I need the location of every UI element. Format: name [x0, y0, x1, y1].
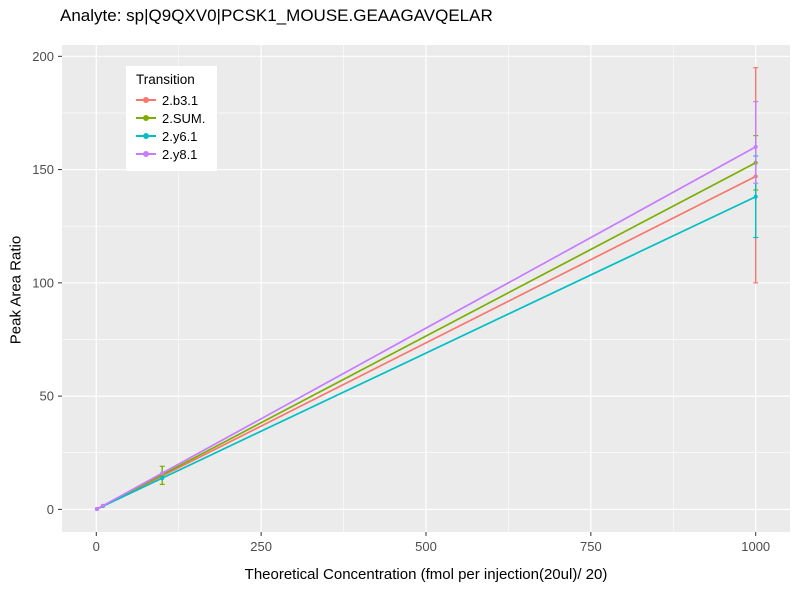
legend-item: 2.y6.1 [136, 127, 205, 145]
svg-text:250: 250 [250, 539, 272, 554]
svg-text:100: 100 [32, 275, 54, 290]
chart-title: Analyte: sp|Q9QXV0|PCSK1_MOUSE.GEAAGAVQE… [60, 6, 493, 25]
svg-text:500: 500 [415, 539, 437, 554]
legend: Transition 2.b3.1 2.SUM. 2.y6.1 2.y8.1 [126, 66, 218, 171]
legend-title: Transition [136, 72, 195, 87]
svg-text:150: 150 [32, 162, 54, 177]
svg-text:0: 0 [93, 539, 100, 554]
x-axis-label: Theoretical Concentration (fmol per inje… [244, 566, 608, 583]
legend-key-line-icon [136, 146, 156, 162]
legend-item: 2.y8.1 [136, 145, 205, 163]
svg-text:0: 0 [47, 502, 54, 517]
legend-item: 2.SUM. [136, 109, 205, 127]
axis-ticks: 0 250 500 750 1000 0 50 100 150 200 [32, 49, 770, 554]
legend-item: 2.b3.1 [136, 91, 205, 109]
legend-key-line-icon [136, 92, 156, 108]
svg-text:750: 750 [580, 539, 602, 554]
legend-key-line-icon [136, 110, 156, 126]
svg-text:1000: 1000 [741, 539, 770, 554]
legend-label: 2.y6.1 [162, 128, 198, 144]
legend-label: 2.SUM. [162, 110, 206, 126]
gridlines [62, 45, 790, 532]
legend-key-line-icon [136, 128, 156, 144]
legend-label: 2.b3.1 [162, 92, 199, 108]
legend-label: 2.y8.1 [162, 146, 198, 162]
svg-text:50: 50 [40, 389, 54, 404]
series-2.y8.1 [94, 101, 759, 511]
svg-text:200: 200 [32, 49, 54, 64]
